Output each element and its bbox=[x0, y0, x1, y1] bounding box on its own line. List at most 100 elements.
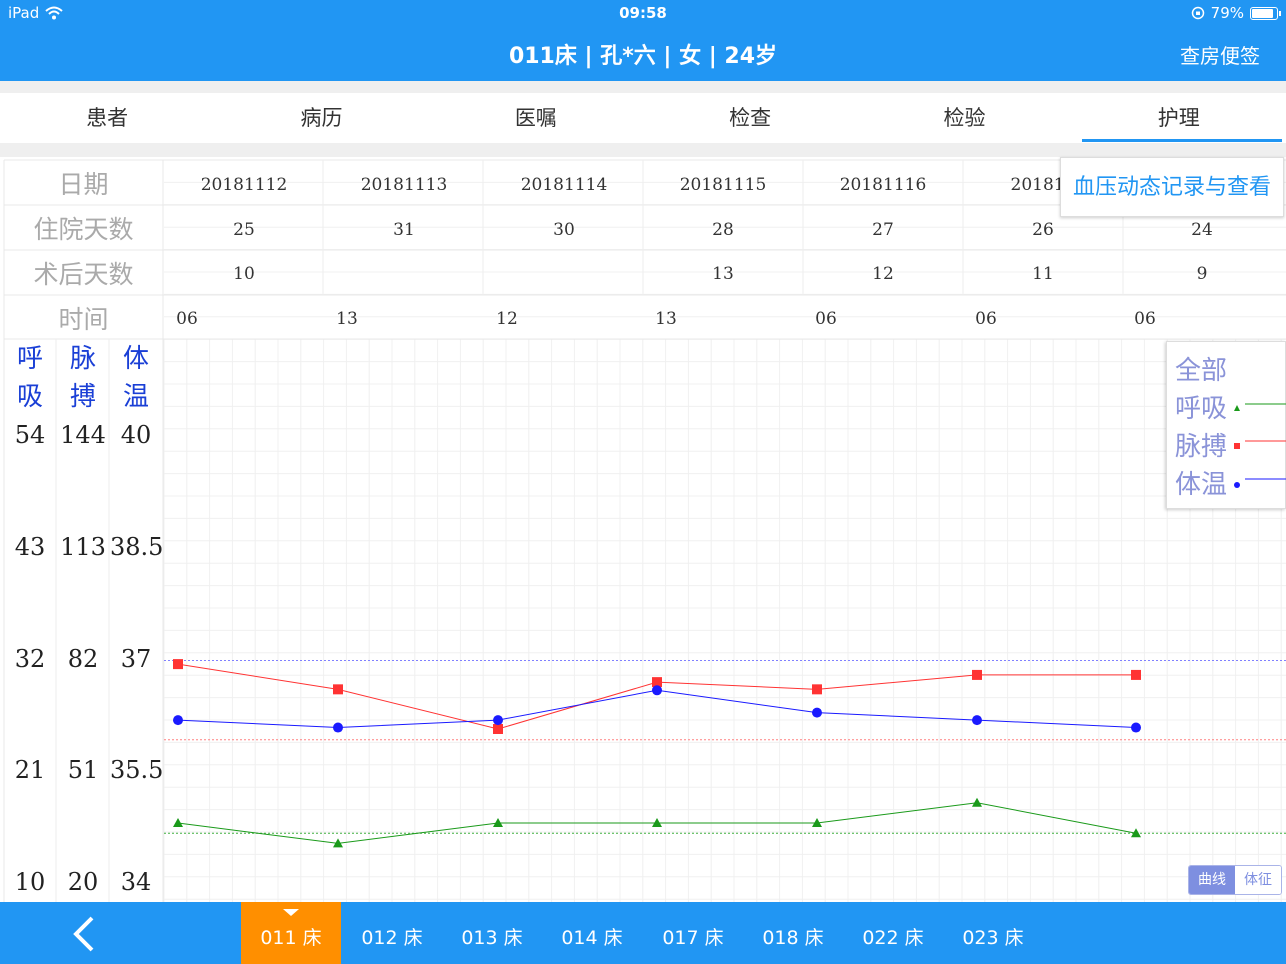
battery-icon bbox=[1250, 6, 1281, 20]
hospital-days-cell: 27 bbox=[872, 220, 894, 240]
legend-pulse[interactable]: 脉搏 bbox=[1175, 432, 1228, 462]
legend-square-icon bbox=[1234, 443, 1240, 449]
tab-examination[interactable]: 检查 bbox=[729, 106, 772, 130]
vitals-toggle-button[interactable]: 体征 bbox=[1235, 866, 1281, 894]
data-point-pulse[interactable] bbox=[972, 669, 982, 680]
battery-percent: 79% bbox=[1210, 4, 1244, 22]
data-point-respiration[interactable] bbox=[333, 838, 343, 848]
legend-markers bbox=[1234, 403, 1286, 488]
view-toggle: 曲线 体征 bbox=[1188, 865, 1282, 895]
tab-lab-test[interactable]: 检验 bbox=[943, 106, 986, 130]
post-op-days-cell: 13 bbox=[712, 264, 734, 284]
axis-header-char: 吸 bbox=[16, 382, 43, 412]
main-tabs: 患者 病历 医嘱 检查 检验 护理 bbox=[0, 93, 1286, 143]
hospital-days-cell: 25 bbox=[233, 220, 255, 240]
axis-tick-pulse: 20 bbox=[67, 868, 99, 896]
tab-orders[interactable]: 医嘱 bbox=[514, 106, 557, 130]
axis-tick-temperature: 40 bbox=[120, 421, 152, 449]
bed-switcher: 011 床 012 床 013 床 014 床 017 床 018 床 022 床 023 床 bbox=[0, 902, 1286, 964]
data-point-temperature[interactable] bbox=[1131, 722, 1141, 733]
axis-tick-respiration: 10 bbox=[14, 868, 46, 896]
data-point-pulse[interactable] bbox=[812, 684, 822, 695]
axis-tick-pulse: 113 bbox=[60, 532, 106, 561]
data-point-temperature[interactable] bbox=[652, 685, 662, 696]
row-label-date: 日期 bbox=[58, 170, 109, 199]
series-line-pulse bbox=[177, 663, 1136, 730]
data-point-pulse[interactable] bbox=[1131, 669, 1141, 680]
axis-tick-respiration: 43 bbox=[14, 532, 46, 561]
row-label-post-op-days: 术后天数 bbox=[33, 260, 134, 289]
data-point-respiration[interactable] bbox=[173, 818, 183, 828]
time-cell: 12 bbox=[496, 309, 518, 329]
tab-medical-record[interactable]: 病历 bbox=[300, 106, 343, 130]
bed-tab[interactable]: 014 床 bbox=[561, 927, 623, 949]
time-cell: 06 bbox=[815, 309, 837, 329]
date-cell: 20181116 bbox=[839, 175, 927, 195]
data-point-respiration[interactable] bbox=[972, 797, 982, 807]
date-cell: 201811 bbox=[1010, 175, 1076, 195]
header: 011床 | 孔*六 | 女 | 24岁 查房便签 bbox=[0, 26, 1286, 81]
axis-tick-respiration: 54 bbox=[14, 421, 46, 449]
legend-all[interactable]: 全部 bbox=[1175, 356, 1228, 386]
bp-record-popup[interactable]: 血压动态记录与查看 bbox=[1060, 157, 1284, 217]
bed-tab[interactable]: 012 床 bbox=[361, 927, 423, 949]
axis-header-char: 脉 bbox=[69, 344, 96, 374]
ward-note-button[interactable]: 查房便签 bbox=[1180, 44, 1260, 68]
time-cell: 13 bbox=[655, 309, 677, 329]
grid-lines bbox=[3, 159, 1286, 902]
axis-tick-pulse: 51 bbox=[67, 756, 99, 785]
axis-tick-respiration: 32 bbox=[14, 644, 46, 673]
bed-tab[interactable]: 011 床 bbox=[241, 902, 341, 964]
curve-toggle-button[interactable]: 曲线 bbox=[1189, 866, 1235, 894]
data-point-pulse[interactable] bbox=[493, 723, 503, 734]
bed-tab[interactable]: 023 床 bbox=[962, 927, 1024, 949]
axis-header-char: 搏 bbox=[69, 382, 96, 412]
device-name: iPad bbox=[8, 4, 40, 22]
data-point-pulse[interactable] bbox=[173, 659, 183, 670]
tab-patient[interactable]: 患者 bbox=[86, 106, 129, 130]
post-op-days-cell: 11 bbox=[1032, 264, 1054, 284]
series-line-temperature bbox=[177, 689, 1137, 729]
bed-tab[interactable]: 022 床 bbox=[862, 927, 924, 949]
hospital-days-cell: 28 bbox=[712, 220, 734, 240]
data-point-pulse[interactable] bbox=[652, 677, 662, 688]
data-point-temperature[interactable] bbox=[333, 722, 343, 733]
data-point-temperature[interactable] bbox=[972, 715, 982, 726]
time-cell: 13 bbox=[336, 309, 358, 329]
legend-circle-icon bbox=[1234, 482, 1240, 488]
data-point-respiration[interactable] bbox=[812, 818, 822, 828]
data-point-respiration[interactable] bbox=[652, 818, 662, 828]
axis-header-temperature: 体 温 bbox=[116, 340, 156, 416]
bed-tab[interactable]: 018 床 bbox=[762, 927, 824, 949]
data-point-temperature[interactable] bbox=[173, 715, 183, 726]
hospital-days-cell: 24 bbox=[1191, 220, 1213, 240]
axis-header-char: 呼 bbox=[16, 344, 43, 374]
tab-nursing[interactable]: 护理 bbox=[1072, 93, 1286, 143]
axis-tick-respiration: 21 bbox=[14, 756, 46, 785]
row-label-hospital-days: 住院天数 bbox=[33, 215, 134, 244]
axis-tick-temperature: 35.5 bbox=[110, 756, 164, 785]
post-op-days-cell: 10 bbox=[233, 264, 255, 284]
axis-header-pulse: 脉 搏 bbox=[63, 340, 103, 416]
hospital-days-cell: 31 bbox=[393, 220, 415, 240]
bed-tab[interactable]: 017 床 bbox=[662, 927, 724, 949]
legend-temperature[interactable]: 体温 bbox=[1175, 470, 1228, 500]
data-point-temperature[interactable] bbox=[493, 715, 503, 726]
status-bar: iPad 09:58 79% bbox=[0, 0, 1286, 26]
divider bbox=[0, 81, 1286, 93]
data-point-respiration[interactable] bbox=[493, 818, 503, 828]
date-cell: 20181114 bbox=[520, 175, 608, 195]
axis-tick-pulse: 144 bbox=[60, 421, 106, 449]
data-point-pulse[interactable] bbox=[333, 684, 343, 695]
chart-legend: 全部 呼吸 脉搏 体温 bbox=[1166, 341, 1286, 509]
date-cell: 20181115 bbox=[679, 175, 767, 195]
hospital-days-cell: 30 bbox=[553, 220, 575, 240]
data-point-temperature[interactable] bbox=[812, 707, 822, 718]
vitals-chart-area: 日期 住院天数 术后天数 时间 20181112 20181113 20181114… bbox=[0, 157, 1286, 902]
legend-respiration[interactable]: 呼吸 bbox=[1175, 394, 1228, 424]
bed-tab[interactable]: 013 床 bbox=[461, 927, 523, 949]
data-point-respiration[interactable] bbox=[1131, 828, 1141, 838]
back-arrow-icon[interactable] bbox=[68, 914, 108, 954]
wifi-icon bbox=[45, 6, 63, 20]
axis-header-char: 体 bbox=[122, 344, 149, 374]
